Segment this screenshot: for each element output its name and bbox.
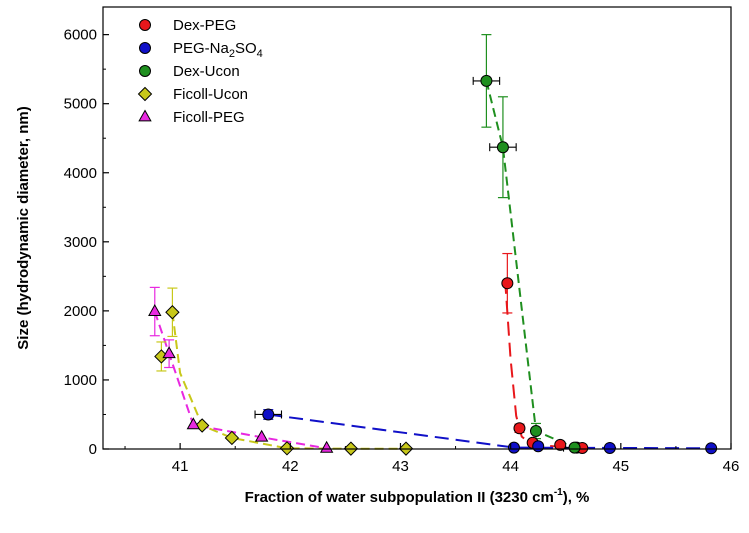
y-tick-label: 3000 — [64, 234, 97, 251]
data-point-ficoll-peg — [319, 440, 334, 453]
data-point-peg-na2so4 — [262, 408, 275, 421]
y-tick-label: 5000 — [64, 96, 97, 113]
axes: 41 42 43 44 45 46 0 1000 2000 3000 4000 5000 6000 — [64, 27, 740, 475]
fit-line-peg-na2so4 — [268, 413, 712, 450]
legend-label-dex-ucon: Dex-Ucon — [173, 63, 240, 80]
x-tick-label: 42 — [282, 458, 299, 475]
fit-line-dex-ucon — [485, 80, 575, 449]
fit-line-ficoll-peg — [153, 311, 327, 450]
x-tick-label: 44 — [502, 458, 519, 475]
x-axis-title: Fraction of water subpopulation II (3230… — [245, 487, 590, 506]
data-point-ficoll-peg — [162, 346, 176, 359]
data-point-dex-peg — [554, 438, 567, 451]
y-axis-title: Size (hydrodynamic diameter, nm) — [15, 106, 32, 349]
data-point-dex-peg — [501, 277, 514, 290]
data-point-ficoll-peg — [148, 304, 162, 316]
data-point-dex-ucon — [568, 441, 581, 454]
fit-lines — [153, 80, 712, 450]
data-point-dex-ucon — [480, 74, 493, 87]
x-axis-title-tail: ), % — [563, 489, 590, 506]
data-point-dex-ucon — [529, 425, 542, 438]
y-tick-label: 2000 — [64, 303, 97, 320]
legend-label-dex-peg: Dex-PEG — [173, 17, 236, 34]
x-tick-label: 43 — [392, 458, 409, 475]
legend-marker-ficoll-peg — [138, 109, 152, 122]
x-tick-label: 41 — [172, 458, 189, 475]
legend: Dex-PEG PEG-Na2SO4 Dex-Ucon Ficoll-Ucon Fico… — [137, 17, 263, 126]
legend-marker-dex-peg — [139, 19, 151, 31]
legend-label-ficoll-peg: Ficoll-PEG — [173, 109, 245, 126]
data-point-ficoll-peg — [254, 429, 269, 442]
legend-marker-peg-na2so4 — [139, 42, 151, 54]
y-tick-label: 0 — [89, 441, 97, 458]
legend-label-ficoll-ucon: Ficoll-Ucon — [173, 86, 248, 103]
y-tick-label: 6000 — [64, 27, 97, 44]
y-tick-label: 1000 — [64, 372, 97, 389]
data-point-dex-peg — [513, 422, 526, 435]
legend-marker-ficoll-ucon — [137, 86, 153, 102]
data-point-ficoll-ucon — [165, 305, 180, 320]
data-point-peg-na2so4 — [603, 441, 616, 454]
x-axis-title-main: Fraction of water subpopulation II (3230… — [245, 489, 554, 506]
x-axis-title-sup: -1 — [554, 487, 563, 498]
x-tick-label: 46 — [723, 458, 740, 475]
y-tick-label: 4000 — [64, 165, 97, 182]
legend-label-peg-na2so4: PEG-Na2SO4 — [173, 40, 263, 60]
legend-marker-dex-ucon — [139, 65, 151, 77]
data-point-ficoll-ucon — [279, 441, 295, 456]
data-point-ficoll-ucon — [224, 430, 240, 446]
plot-frame — [102, 6, 732, 450]
data-point-ficoll-peg — [186, 417, 201, 430]
data-point-peg-na2so4 — [705, 442, 718, 455]
data-point-peg-na2so4 — [532, 440, 545, 453]
data-markers — [148, 74, 718, 456]
data-point-dex-ucon — [496, 141, 509, 154]
x-tick-label: 45 — [612, 458, 629, 475]
